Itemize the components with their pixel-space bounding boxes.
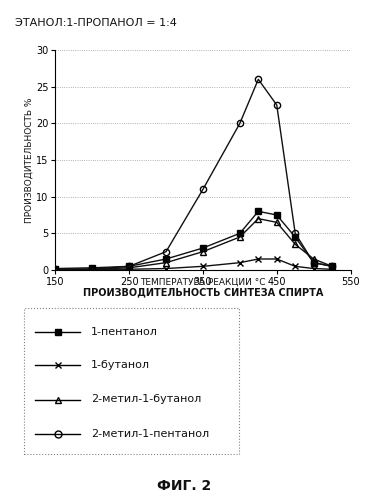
Text: ЭТАНОЛ:1-ПРОПАНОЛ = 1:4: ЭТАНОЛ:1-ПРОПАНОЛ = 1:4 [15, 18, 177, 28]
2-метил-1-бутанол [201, 248, 205, 254]
2-метил-1-бутанол [311, 256, 316, 262]
2-метил-1-бутанол [238, 234, 242, 240]
1-пентанол [238, 230, 242, 236]
2-метил-1-пентанол [53, 266, 58, 272]
1-пентанол [330, 264, 334, 270]
2-метил-1-бутанол [275, 220, 279, 226]
2-метил-1-пентанол [90, 266, 94, 272]
1-бутанол [311, 266, 316, 272]
Text: 2-метил-1-пентанол: 2-метил-1-пентанол [91, 429, 209, 439]
Line: 2-метил-1-пентанол: 2-метил-1-пентанол [52, 76, 335, 272]
1-пентанол [311, 260, 316, 266]
1-бутанол [330, 266, 334, 272]
2-метил-1-пентанол [238, 120, 242, 126]
2-метил-1-бутанол [164, 260, 168, 266]
2-метил-1-бутанол [127, 265, 131, 271]
1-бутанол [238, 260, 242, 266]
2-метил-1-пентанол [201, 186, 205, 192]
2-метил-1-бутанол [330, 264, 334, 270]
1-пентанол [164, 256, 168, 262]
1-пентанол [127, 264, 131, 270]
1-пентанол [53, 266, 58, 272]
Line: 2-метил-1-бутанол: 2-метил-1-бутанол [52, 216, 335, 272]
Text: ПРОИЗВОДИТЕЛЬНОСТЬ СИНТЕЗА СПИРТА: ПРОИЗВОДИТЕЛЬНОСТЬ СИНТЕЗА СПИРТА [83, 288, 323, 298]
2-метил-1-пентанол [256, 76, 261, 82]
Text: 2-метил-1-бутанол: 2-метил-1-бутанол [91, 394, 201, 404]
2-метил-1-бутанол [53, 266, 58, 272]
1-бутанол [201, 264, 205, 270]
Line: 1-бутанол: 1-бутанол [52, 256, 335, 272]
Line: 1-пентанол: 1-пентанол [52, 208, 335, 272]
2-метил-1-пентанол [127, 264, 131, 270]
1-бутанол [164, 266, 168, 272]
1-пентанол [293, 234, 297, 240]
1-пентанол [275, 212, 279, 218]
2-метил-1-пентанол [311, 260, 316, 266]
Text: 1-бутанол: 1-бутанол [91, 360, 150, 370]
2-метил-1-пентанол [293, 230, 297, 236]
Y-axis label: ПРОИЗВОДИТЕЛЬНОСТЬ %: ПРОИЗВОДИТЕЛЬНОСТЬ % [24, 97, 33, 223]
1-бутанол [256, 256, 261, 262]
1-бутанол [90, 266, 94, 272]
2-метил-1-бутанол [256, 216, 261, 222]
2-метил-1-бутанол [90, 266, 94, 272]
1-бутанол [53, 266, 58, 272]
2-метил-1-пентанол [275, 102, 279, 108]
1-бутанол [275, 256, 279, 262]
2-метил-1-бутанол [293, 242, 297, 248]
2-метил-1-пентанол [164, 248, 168, 254]
1-пентанол [256, 208, 261, 214]
1-бутанол [127, 266, 131, 272]
1-пентанол [201, 245, 205, 251]
Text: 1-пентанол: 1-пентанол [91, 327, 158, 337]
2-метил-1-пентанол [330, 264, 334, 270]
1-пентанол [90, 265, 94, 271]
Text: ТЕМПЕРАТУРА РЕАКЦИИ °С: ТЕМПЕРАТУРА РЕАКЦИИ °С [140, 278, 266, 286]
Text: ФИГ. 2: ФИГ. 2 [157, 478, 212, 492]
1-бутанол [293, 264, 297, 270]
